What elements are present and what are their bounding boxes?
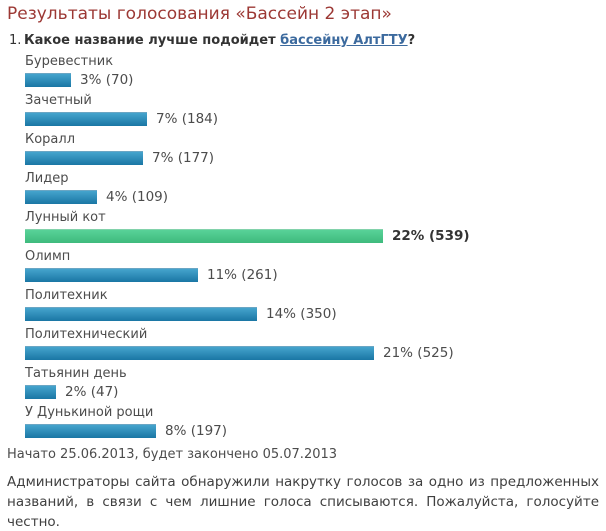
option-value: 11% (261) [207,267,278,283]
poll-option: Татьянин день 2% (47) [25,366,599,400]
option-value: 8% (197) [165,423,228,439]
poll-dates: Начато 25.06.2013, будет закончено 05.07… [7,447,338,462]
option-label: У Дунькиной рощи [25,405,154,420]
poll-option: Политехнический 21% (525) [25,327,599,361]
poll-option: Буревестник 3% (70) [25,54,599,88]
result-bar [25,229,383,243]
question-text: Какое название лучше подойдет бассейну А… [24,33,415,49]
option-value: 3% (70) [80,72,134,88]
option-bar-row: 14% (350) [25,306,599,322]
result-bar [25,268,198,282]
result-bar [25,385,56,399]
question-number: 1. [9,33,22,48]
question-text-before-link: Какое название лучше подойдет [24,33,281,48]
poll-option: Зачетный 7% (184) [25,93,599,127]
option-label: Олимп [25,249,71,264]
option-value: 14% (350) [266,306,337,322]
poll-option: Лунный кот 22% (539) [25,210,599,244]
option-label: Лунный кот [25,210,106,225]
option-label: Зачетный [25,93,92,108]
poll-option: Политехник 14% (350) [25,288,599,322]
option-label: Коралл [25,132,76,147]
option-bar-row: 7% (177) [25,150,599,166]
option-bar-row: 8% (197) [25,423,599,439]
page-title: Результаты голосования «Бассейн 2 этап» [7,4,392,24]
option-bar-row: 4% (109) [25,189,599,205]
option-bar-row: 21% (525) [25,345,599,361]
option-bar-row: 7% (184) [25,111,599,127]
poll-option: Лидер 4% (109) [25,171,599,205]
result-bar [25,73,71,87]
poll-option: Коралл 7% (177) [25,132,599,166]
pool-link[interactable]: бассейну АлтГТУ [280,33,408,48]
result-bar [25,190,97,204]
option-value: 22% (539) [392,228,470,244]
option-bar-row: 2% (47) [25,384,599,400]
option-bar-row: 3% (70) [25,72,599,88]
option-label: Буревестник [25,54,114,69]
option-label: Лидер [25,171,69,186]
option-label: Татьянин день [25,366,127,381]
option-value: 4% (109) [106,189,169,205]
result-bar [25,424,156,438]
poll-option: Олимп 11% (261) [25,249,599,283]
poll-option: У Дунькиной рощи 8% (197) [25,405,599,439]
option-bar-row: 11% (261) [25,267,599,283]
option-value: 21% (525) [383,345,454,361]
option-bar-row: 22% (539) [25,228,599,244]
poll-options-list: Буревестник 3% (70) Зачетный 7% (184) Коралл… [25,54,599,439]
option-value: 7% (177) [152,150,215,166]
option-value: 7% (184) [156,111,219,127]
option-label: Политехнический [25,327,148,342]
option-label: Политехник [25,288,108,303]
result-bar [25,346,374,360]
result-bar [25,307,257,321]
admin-notice: Администраторы сайта обнаружили накрутку… [7,474,599,530]
result-bar [25,151,143,165]
option-value: 2% (47) [65,384,119,400]
question-text-after-link: ? [407,33,416,48]
poll-question: 1. Какое название лучше подойдет бассейн… [7,33,599,49]
result-bar [25,112,147,126]
